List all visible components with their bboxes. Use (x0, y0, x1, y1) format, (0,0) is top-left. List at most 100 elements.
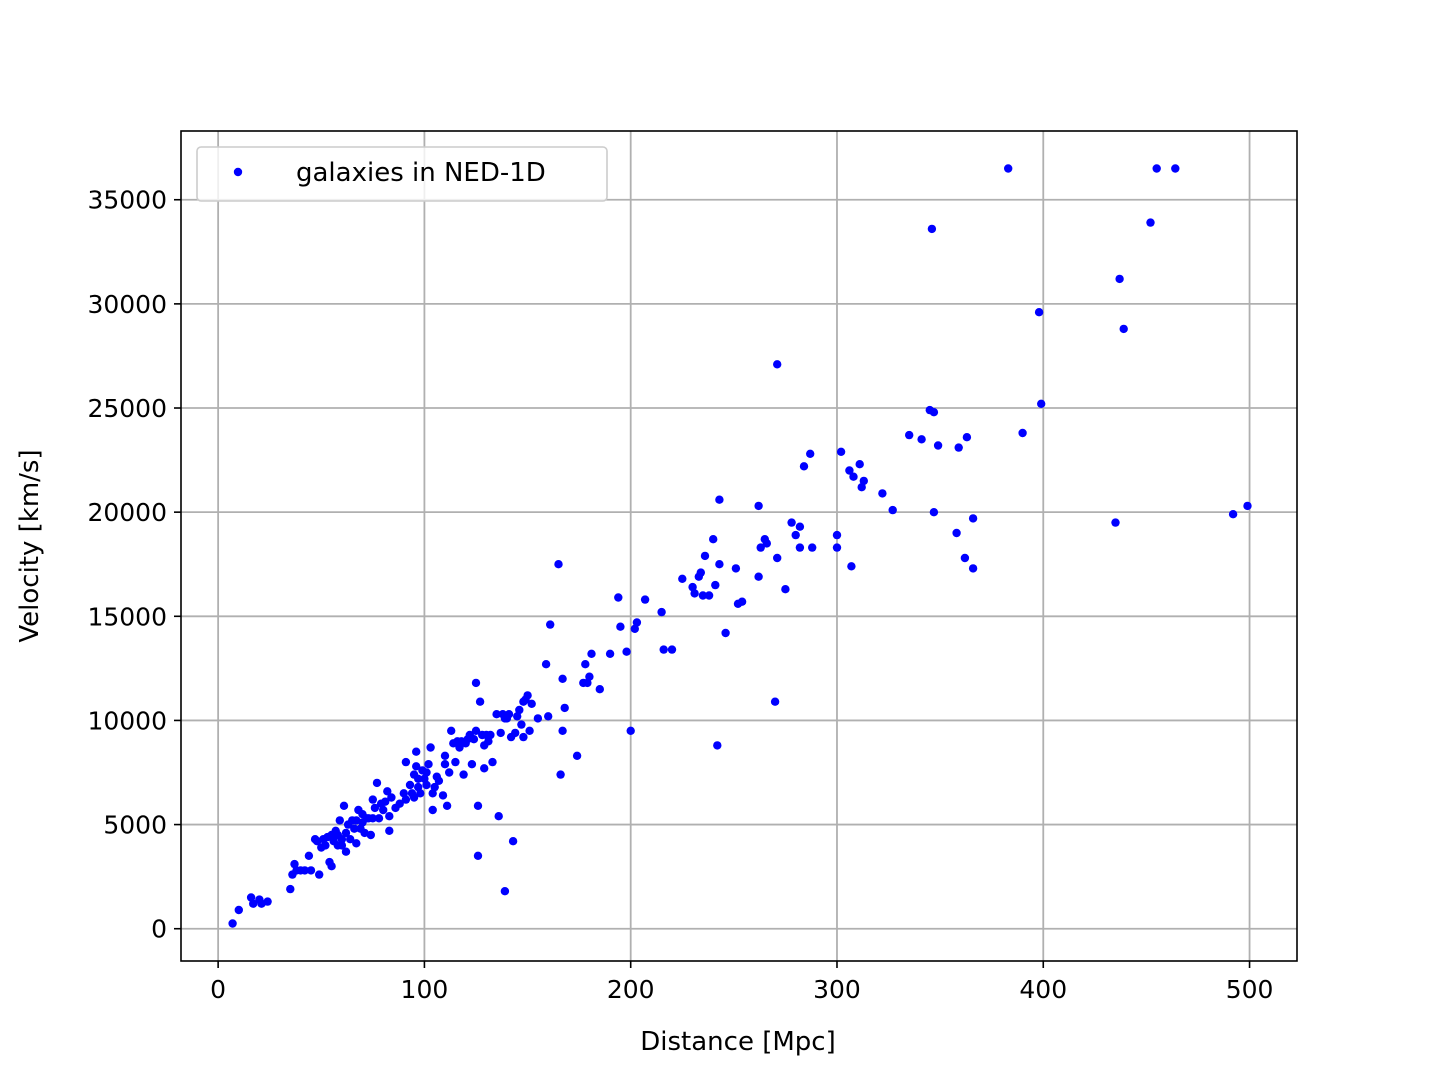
data-point-0-13 (304, 851, 314, 860)
data-point-0-154 (622, 647, 631, 656)
x-tick-label-100: 100 (401, 975, 449, 1004)
data-point-0-7 (286, 884, 295, 894)
data-point-0-55 (379, 805, 388, 815)
data-point-0-199 (847, 562, 856, 571)
data-point-0-53 (374, 814, 384, 823)
data-point-0-102 (469, 735, 479, 744)
data-point-0-196 (832, 543, 842, 552)
data-point-0-173 (715, 495, 724, 504)
data-point-0-148 (585, 672, 594, 681)
data-point-0-23 (327, 862, 336, 871)
data-point-0-134 (527, 699, 536, 708)
data-point-0-105 (473, 801, 483, 810)
data-point-0-159 (657, 607, 666, 617)
plot-area-background (181, 131, 1297, 961)
data-point-0-81 (428, 805, 437, 815)
data-point-0-68 (409, 793, 419, 802)
data-point-0-229 (1228, 510, 1238, 519)
data-point-0-222 (1037, 399, 1046, 408)
data-point-0-34 (341, 847, 351, 856)
data-point-0-3 (249, 899, 258, 908)
y-tick-label-0: 0 (151, 915, 167, 944)
data-point-0-106 (473, 851, 483, 860)
data-point-0-65 (401, 757, 411, 767)
data-point-0-101 (467, 760, 477, 769)
data-point-0-155 (626, 726, 635, 735)
data-point-0-167 (698, 591, 708, 600)
data-point-0-221 (1034, 308, 1044, 317)
data-point-0-85 (434, 776, 444, 785)
data-point-0-141 (558, 674, 567, 683)
data-point-0-160 (659, 645, 668, 654)
data-point-0-38 (350, 824, 359, 833)
data-point-0-209 (927, 224, 937, 234)
x-tick-label-300: 300 (813, 975, 861, 1004)
data-point-0-188 (787, 518, 796, 527)
data-point-0-187 (781, 585, 790, 594)
data-point-0-117 (496, 728, 505, 738)
data-point-0-219 (1004, 164, 1013, 173)
data-point-0-133 (525, 726, 534, 735)
data-point-0-91 (447, 726, 456, 735)
data-point-0-97 (459, 770, 468, 779)
data-point-0-204 (878, 489, 887, 498)
data-point-0-161 (667, 645, 677, 654)
data-point-0-59 (385, 826, 394, 835)
data-point-0-80 (426, 743, 435, 752)
data-point-0-74 (416, 789, 425, 798)
data-point-0-183 (762, 539, 771, 548)
x-tick-label-200: 200 (607, 975, 655, 1004)
data-point-0-153 (616, 622, 625, 631)
legend: galaxies in NED-1D (196, 146, 608, 202)
data-point-0-73 (414, 774, 423, 783)
data-point-0-168 (700, 551, 710, 561)
data-point-0-164 (690, 589, 699, 598)
data-point-0-31 (337, 841, 347, 850)
data-point-0-190 (795, 522, 805, 531)
x-tick-label-400: 400 (1019, 975, 1067, 1004)
data-point-0-205 (888, 505, 897, 515)
data-point-0-217 (968, 514, 978, 523)
data-point-0-150 (595, 685, 604, 694)
data-point-0-50 (368, 795, 377, 804)
data-point-0-213 (952, 528, 961, 538)
data-point-0-179 (754, 501, 763, 511)
data-point-0-146 (581, 660, 590, 669)
data-point-0-140 (556, 770, 565, 779)
grid-lines (181, 131, 1297, 961)
data-point-0-1 (234, 905, 243, 915)
data-point-0-135 (533, 714, 543, 723)
y-tick-label-15000: 15000 (87, 602, 167, 631)
data-point-0-223 (1111, 518, 1120, 527)
data-point-0-172 (713, 741, 722, 750)
data-point-0-129 (519, 732, 528, 742)
data-point-0-90 (445, 768, 454, 777)
data-point-0-207 (917, 435, 926, 444)
data-point-0-122 (504, 710, 514, 719)
data-point-0-215 (960, 553, 970, 563)
data-point-0-125 (511, 728, 520, 738)
data-point-0-176 (731, 564, 741, 573)
data-point-0-201 (855, 460, 864, 469)
data-point-0-228 (1171, 164, 1180, 173)
data-point-0-49 (368, 814, 377, 823)
data-point-0-30 (337, 835, 347, 844)
data-point-0-162 (678, 574, 687, 583)
data-point-0-60 (387, 793, 396, 802)
data-point-0-71 (412, 762, 421, 771)
data-point-0-29 (335, 816, 344, 825)
data-point-0-138 (546, 620, 555, 629)
data-point-0-88 (440, 751, 450, 760)
data-point-0-169 (704, 591, 714, 600)
data-point-0-17 (315, 870, 324, 879)
data-point-0-226 (1146, 218, 1155, 227)
data-point-0-103 (471, 678, 481, 688)
data-point-0-107 (475, 697, 485, 706)
data-point-0-9 (290, 859, 299, 869)
data-point-0-62 (395, 799, 404, 808)
data-point-0-200 (849, 472, 858, 481)
data-point-0-220 (1018, 428, 1027, 438)
data-point-0-227 (1152, 164, 1161, 173)
data-point-0-212 (933, 441, 943, 450)
